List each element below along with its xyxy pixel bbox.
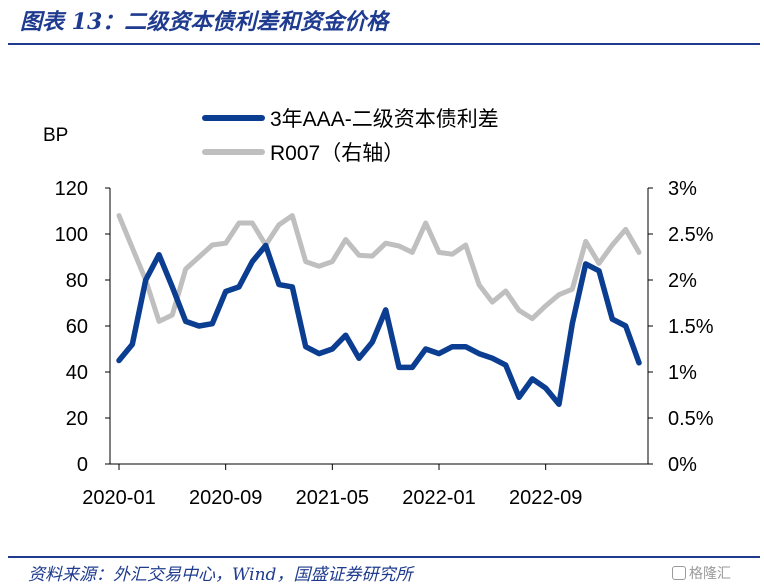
title-divider: [8, 43, 760, 45]
right-tick-label: 1.5%: [668, 316, 714, 338]
figure-title: 图表 13：二级资本债利差和资金价格: [20, 9, 389, 35]
right-tick-label: 0.5%: [668, 408, 714, 430]
right-tick-label: 2.5%: [668, 224, 714, 246]
watermark-logo-icon: [672, 566, 686, 580]
left-tick-label: 60: [66, 316, 88, 338]
line-chart: 0 20 40 60 80 100 120 0% 0.5% 1% 1.5% 2% 2.5% 3% 202…: [43, 108, 714, 509]
spread-line: [116, 242, 642, 407]
left-axis-ticks: 0 20 40 60 80 100 120: [55, 178, 110, 476]
chart-legend: 3年AAA-二级资本债利差 R007（右轴）: [202, 108, 499, 165]
source-note: 资料来源：外汇交易中心，Wind，国盛证券研究所: [28, 565, 413, 585]
right-tick-label: 2%: [668, 270, 697, 292]
right-tick-label: 3%: [668, 178, 697, 200]
left-axis-label: BP: [43, 125, 68, 146]
watermark-text: 格隆汇: [689, 566, 731, 582]
watermark: 格隆汇: [672, 563, 731, 583]
legend-label: 3年AAA-二级资本债利差: [270, 108, 499, 131]
series-lines: [116, 213, 642, 407]
r007-line: [116, 213, 642, 324]
source-divider: [8, 556, 760, 558]
x-tick-label: 2022-09: [509, 487, 582, 509]
left-tick-label: 100: [55, 224, 88, 246]
x-tick-label: 2022-01: [402, 487, 475, 509]
x-tick-label: 2021-05: [296, 487, 369, 509]
right-tick-label: 1%: [668, 362, 697, 384]
left-tick-label: 0: [77, 454, 88, 476]
x-axis-ticks: 2020-01 2020-09 2021-05 2022-01 2022-09: [82, 464, 582, 509]
x-tick-label: 2020-01: [82, 487, 155, 509]
left-tick-label: 120: [55, 178, 88, 200]
left-tick-label: 20: [66, 408, 88, 430]
left-tick-label: 80: [66, 270, 88, 292]
right-axis-ticks: 0% 0.5% 1% 1.5% 2% 2.5% 3%: [648, 178, 714, 476]
left-tick-label: 40: [66, 362, 88, 384]
right-tick-label: 0%: [668, 454, 697, 476]
legend-label: R007（右轴）: [270, 142, 404, 165]
x-tick-label: 2020-09: [189, 487, 262, 509]
